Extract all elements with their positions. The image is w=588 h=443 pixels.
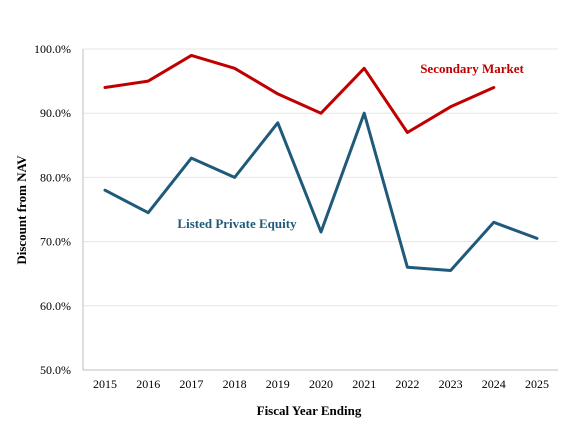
series-line-secondary-market xyxy=(103,53,496,134)
axes xyxy=(82,49,558,371)
series xyxy=(103,53,539,272)
x-tick-label: 2019 xyxy=(266,377,290,391)
y-axis-title: Discount from NAV xyxy=(14,155,29,265)
x-tick-label: 2016 xyxy=(136,377,160,391)
y-tick-label: 90.0% xyxy=(40,106,71,120)
series-line-listed-private-equity xyxy=(103,111,539,272)
y-tick-label: 100.0% xyxy=(34,42,71,56)
x-tick-label: 2025 xyxy=(525,377,549,391)
y-tick-label: 80.0% xyxy=(40,170,71,184)
x-tick-label: 2018 xyxy=(223,377,247,391)
x-tick-label: 2020 xyxy=(309,377,333,391)
x-tick-label: 2017 xyxy=(179,377,203,391)
y-tick-label: 50.0% xyxy=(40,363,71,377)
gridlines xyxy=(83,48,558,307)
y-tick-label: 70.0% xyxy=(40,235,71,249)
x-tick-label: 2024 xyxy=(482,377,506,391)
labels: 50.0% 60.0% 70.0% 80.0% 90.0% 100.0% 2015 2016 2… xyxy=(34,42,549,391)
series-label-secondary-market: Secondary Market xyxy=(420,61,524,76)
x-tick-label: 2023 xyxy=(439,377,463,391)
x-tick-label: 2022 xyxy=(395,377,419,391)
x-tick-label: 2015 xyxy=(93,377,117,391)
x-axis-title: Fiscal Year Ending xyxy=(257,403,362,418)
x-tick-label: 2021 xyxy=(352,377,376,391)
series-label-listed-private-equity: Listed Private Equity xyxy=(177,216,297,231)
y-tick-label: 60.0% xyxy=(40,299,71,313)
